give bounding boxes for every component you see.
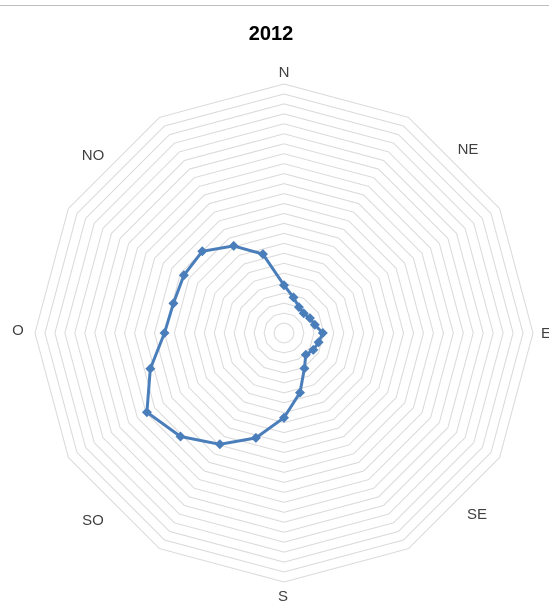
- grid-ring: [74, 123, 494, 543]
- data-point-marker: [159, 328, 170, 338]
- grid-ring: [54, 103, 514, 563]
- series-line: [145, 244, 325, 446]
- data-point-marker: [288, 292, 299, 303]
- series-layer: [141, 240, 328, 450]
- axis-label-ne: NE: [458, 141, 479, 158]
- grid-ring: [233, 282, 335, 384]
- data-point-marker: [141, 407, 152, 418]
- grid-ring: [193, 242, 375, 424]
- data-point-marker: [300, 349, 311, 360]
- grid-ring: [94, 143, 474, 523]
- grid-ring: [153, 202, 415, 464]
- data-point-marker: [168, 298, 179, 309]
- data-point-marker: [250, 432, 261, 443]
- chart-title: 2012: [249, 23, 294, 45]
- data-point-marker: [257, 249, 268, 260]
- top-border-rule: [0, 5, 549, 6]
- axis-label-se: SE: [467, 506, 487, 523]
- grid-ring: [203, 252, 365, 414]
- grid-ring: [44, 93, 524, 573]
- grid-ring: [173, 222, 395, 444]
- grid-ring: [104, 153, 464, 513]
- data-point-marker: [178, 270, 189, 281]
- radar-grid: [34, 83, 534, 583]
- grid-ring: [213, 262, 355, 404]
- grid-ring: [144, 193, 424, 473]
- grid-ring: [273, 322, 295, 344]
- data-point-marker: [309, 319, 320, 330]
- data-point-marker: [299, 363, 310, 374]
- data-point-marker: [145, 363, 156, 374]
- grid-ring: [134, 183, 434, 483]
- grid-ring: [64, 113, 504, 553]
- axis-label-n: N: [279, 64, 290, 81]
- axis-label-e: E: [541, 325, 549, 342]
- data-point-marker: [308, 344, 319, 355]
- grid-ring: [34, 83, 534, 583]
- data-point-marker: [298, 308, 309, 319]
- axis-label-so: SO: [82, 512, 104, 529]
- grid-ring: [114, 163, 454, 503]
- grid-ring: [163, 212, 405, 454]
- axis-label-no: NO: [82, 147, 105, 164]
- grid-ring: [84, 133, 484, 533]
- grid-ring: [124, 173, 444, 493]
- data-point-marker: [317, 328, 328, 338]
- data-point-marker: [214, 439, 225, 450]
- grid-ring: [263, 312, 305, 354]
- data-point-marker: [197, 246, 208, 257]
- axis-label-s: S: [278, 588, 288, 604]
- data-point-marker: [304, 313, 315, 324]
- data-point-marker: [313, 337, 324, 348]
- data-point-marker: [228, 240, 239, 251]
- data-point-marker: [175, 431, 186, 442]
- axis-label-o: O: [12, 322, 24, 339]
- grid-ring: [223, 272, 345, 394]
- grid-ring: [183, 232, 385, 434]
- data-point-marker: [279, 412, 289, 423]
- data-point-marker: [295, 387, 305, 398]
- data-point-marker: [293, 302, 304, 313]
- grid-ring: [243, 292, 325, 374]
- data-point-marker: [279, 280, 289, 291]
